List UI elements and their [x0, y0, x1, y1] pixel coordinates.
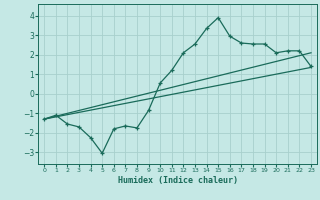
X-axis label: Humidex (Indice chaleur): Humidex (Indice chaleur) [118, 176, 238, 185]
